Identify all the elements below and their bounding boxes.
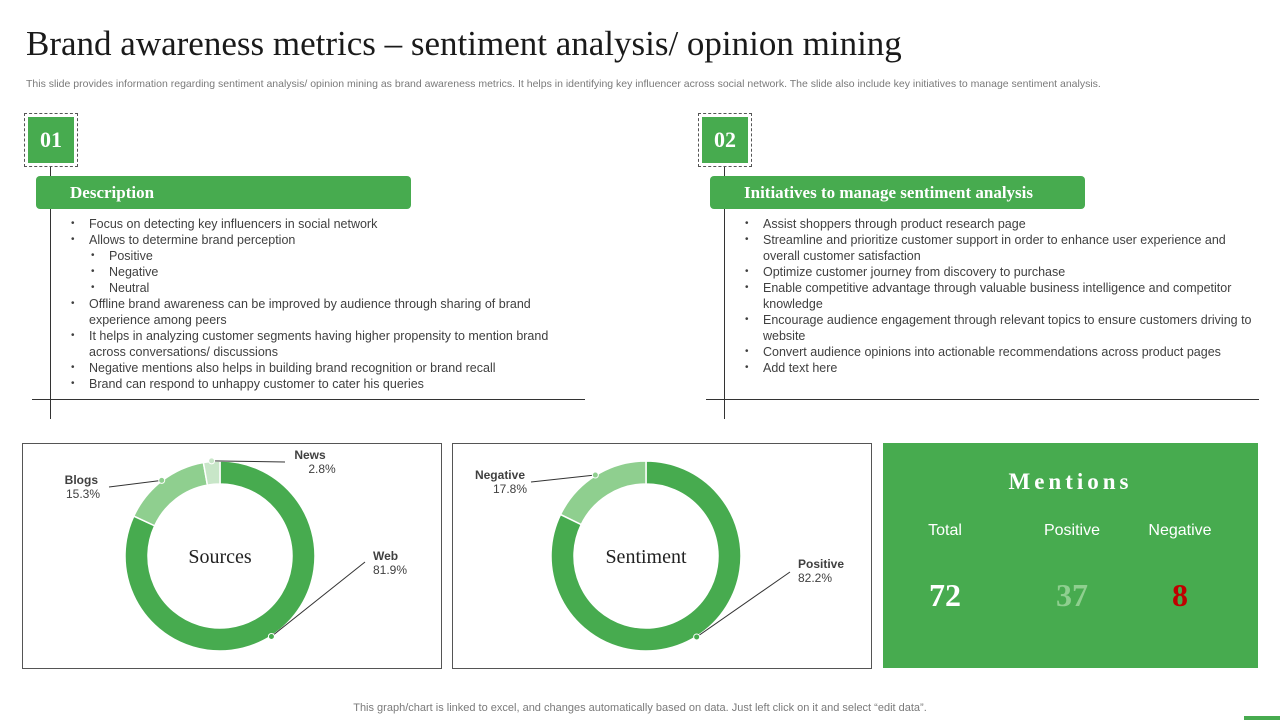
page-subtitle: This slide provides information regardin… (26, 78, 1101, 90)
sources-label-blogs: Blogs (65, 473, 99, 487)
sources-leader-line-web (271, 561, 366, 637)
initiatives-list-item: Add text here (745, 360, 1265, 376)
description-list-item: Allows to determine brand perception (71, 232, 571, 248)
description-list-item: It helps in analyzing customer segments … (71, 328, 571, 360)
section-02-vertical-line (724, 167, 725, 419)
initiatives-list-item: Assist shoppers through product research… (745, 216, 1265, 232)
description-list-item: Focus on detecting key influencers in so… (71, 216, 571, 232)
sources-label-web: Web (373, 549, 398, 563)
mentions-positive-value: 37 (1056, 577, 1088, 613)
sources-center-title: Sources (188, 546, 252, 568)
sentiment-slice-negative (559, 460, 647, 526)
sentiment-leader-line-positive (696, 571, 791, 638)
sources-slice-blogs (132, 461, 209, 527)
mentions-panel: Mentions Total Positive Negative 72 37 8 (883, 443, 1258, 668)
description-list-item: Brand can respond to unhappy customer to… (71, 376, 571, 392)
description-heading: Description (36, 176, 411, 209)
page-title: Brand awareness metrics – sentiment anal… (26, 24, 902, 63)
sentiment-center-title: Sentiment (605, 546, 687, 568)
sources-label-news: News (294, 448, 326, 462)
footer-note: This graph/chart is linked to excel, and… (353, 702, 927, 714)
initiatives-list-item: Optimize customer journey from discovery… (745, 264, 1265, 280)
description-list: Focus on detecting key influencers in so… (71, 216, 571, 392)
sources-chart-panel: Web 81.9% Blogs 15.3% News 2.8% Sources (22, 443, 442, 669)
mentions-positive-label: Positive (1043, 522, 1101, 539)
sentiment-leader-dot-positive (693, 633, 701, 641)
sources-leader-line-news (211, 460, 286, 463)
description-list-item: Negative mentions also helps in building… (71, 360, 571, 376)
mentions-total-label: Total (928, 522, 962, 539)
sentiment-label-negative: Negative (475, 468, 525, 482)
description-list-item: Negative (71, 264, 571, 280)
sentiment-value-negative: 17.8% (493, 482, 527, 496)
sentiment-leader-line-negative (530, 474, 596, 483)
section-01-vertical-line (50, 167, 51, 419)
section-02-horizontal-line (706, 399, 1259, 400)
sources-leader-dot-web (267, 632, 275, 640)
description-list-item: Offline brand awareness can be improved … (71, 296, 571, 328)
mentions-negative-value: 8 (1172, 577, 1188, 613)
initiatives-list: Assist shoppers through product research… (745, 216, 1265, 376)
sentiment-leader-dot-negative (591, 471, 599, 479)
corner-accent (1244, 716, 1280, 720)
sources-leader-line-blogs (108, 479, 162, 488)
mentions-negative-label: Negative (1148, 522, 1212, 539)
sources-value-blogs: 15.3% (66, 487, 100, 501)
section-01-horizontal-line (32, 399, 585, 400)
sentiment-chart-panel: Positive 82.2% Negative 17.8% Sentiment (452, 443, 872, 669)
sources-value-web: 81.9% (373, 563, 407, 577)
section-number-02: 02 (702, 117, 748, 163)
mentions-title: Mentions (1008, 469, 1133, 494)
sentiment-value-positive: 82.2% (798, 571, 832, 585)
section-number-01: 01 (28, 117, 74, 163)
description-list-item: Positive (71, 248, 571, 264)
initiatives-list-item: Convert audience opinions into actionabl… (745, 344, 1265, 360)
section-number-box-02: 02 (698, 113, 752, 167)
description-list-item: Neutral (71, 280, 571, 296)
sources-leader-dot-blogs (158, 476, 166, 484)
initiatives-list-item: Streamline and prioritize customer suppo… (745, 232, 1265, 264)
mentions-total-value: 72 (929, 577, 961, 613)
section-number-box-01: 01 (24, 113, 78, 167)
sentiment-slice-positive (550, 460, 742, 652)
sources-value-news: 2.8% (308, 462, 336, 476)
initiatives-list-item: Enable competitive advantage through val… (745, 280, 1265, 312)
initiatives-heading: Initiatives to manage sentiment analysis (710, 176, 1085, 209)
initiatives-list-item: Encourage audience engagement through re… (745, 312, 1265, 344)
sources-leader-dot-news (208, 457, 216, 465)
sources-slice-web (124, 460, 316, 652)
sentiment-label-positive: Positive (798, 557, 844, 571)
